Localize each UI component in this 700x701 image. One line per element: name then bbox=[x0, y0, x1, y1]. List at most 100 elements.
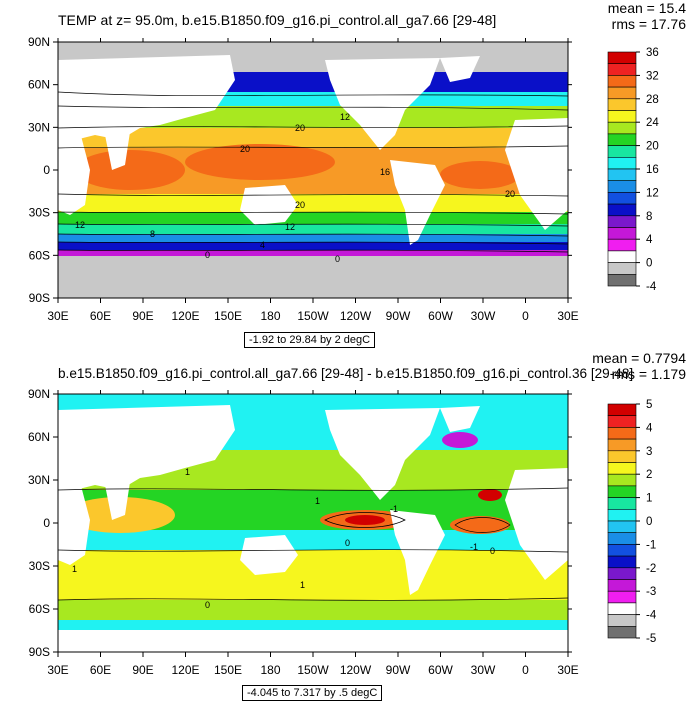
y-tick-label: 0 bbox=[43, 516, 50, 530]
colorbar-label: 28 bbox=[646, 94, 659, 106]
x-tick-label: 120E bbox=[171, 309, 199, 323]
panel2-rms: rms = 1.179 bbox=[611, 366, 686, 382]
colorbar-swatch bbox=[607, 579, 637, 592]
band-south-cold bbox=[58, 242, 568, 250]
x-tick-label: 120W bbox=[340, 663, 372, 677]
band-subtrop-n bbox=[58, 128, 568, 148]
colorbar-label: -3 bbox=[646, 586, 656, 598]
colorbar-swatch bbox=[607, 590, 637, 604]
eurasia bbox=[58, 405, 235, 490]
contour-label: 4 bbox=[260, 240, 265, 250]
x-tick-label: 30W bbox=[471, 663, 496, 677]
colorbar-swatch bbox=[607, 473, 637, 487]
x-tick-label: 90E bbox=[132, 309, 153, 323]
diff-atlantic-core bbox=[478, 489, 502, 501]
antarctica bbox=[58, 630, 568, 652]
x-tick-label: 30E bbox=[47, 309, 68, 323]
colorbar-swatch bbox=[607, 497, 637, 510]
colorbar-swatch bbox=[607, 555, 637, 569]
colorbar-swatch bbox=[607, 602, 637, 615]
x-tick-label: 180 bbox=[260, 309, 280, 323]
x-tick-label: 90W bbox=[386, 309, 411, 323]
panel2-title: b.e15.B1850.f09_g16.pi_control.all_ga7.6… bbox=[58, 366, 634, 381]
pacific-warm-pool bbox=[185, 144, 335, 180]
indian-warm-pool bbox=[75, 150, 185, 190]
colorbar-swatch bbox=[607, 273, 637, 287]
panel1-range-label: -1.92 to 29.84 by 2 degC bbox=[244, 332, 376, 348]
diff-band-southern bbox=[58, 600, 568, 620]
north-america bbox=[325, 408, 440, 500]
colorbar-swatch bbox=[607, 544, 637, 557]
panel1-contour-labels: 20 12 20 20 16 20 12 8 12 4 0 0 bbox=[75, 112, 515, 264]
y-tick-label: 60S bbox=[29, 248, 50, 262]
contour-label: 20 bbox=[295, 200, 305, 210]
atlantic-warm-pool bbox=[440, 161, 520, 189]
colorbar-swatch bbox=[607, 180, 637, 193]
x-tick-label: 60E bbox=[90, 663, 111, 677]
panel2-mean: mean = 0.7794 bbox=[592, 350, 686, 366]
x-tick-label: 120W bbox=[340, 309, 372, 323]
panel1-field: 20 12 20 20 16 20 12 8 12 4 0 0 bbox=[58, 42, 568, 298]
x-tick-label: 60E bbox=[90, 309, 111, 323]
x-tick-label: 30E bbox=[557, 309, 578, 323]
colorbar-swatch bbox=[607, 203, 637, 217]
colorbar-swatch bbox=[607, 215, 637, 228]
x-tick-label: 0 bbox=[522, 309, 529, 323]
colorbar-swatch bbox=[607, 462, 637, 475]
contour-label: 1 bbox=[72, 564, 77, 574]
x-tick-label: 60W bbox=[428, 309, 453, 323]
colorbar-swatch bbox=[607, 86, 637, 100]
africa-east bbox=[58, 128, 90, 215]
antarctica bbox=[58, 256, 568, 298]
colorbar-label: 1 bbox=[646, 493, 652, 505]
colorbar-swatch bbox=[607, 250, 637, 263]
x-tick-label: 150E bbox=[214, 663, 242, 677]
contour-label: -1 bbox=[390, 504, 398, 514]
diff-band-south bbox=[58, 550, 568, 600]
contour-label: 20 bbox=[295, 123, 305, 133]
y-tick-label: 60N bbox=[28, 430, 50, 444]
x-tick-label: 90E bbox=[132, 663, 153, 677]
x-tick-label: 90W bbox=[386, 663, 411, 677]
contour-label: 20 bbox=[240, 144, 250, 154]
panel2-colorbar: 5 4 3 2 1 0 -1 -2 -3 -4 -5 bbox=[607, 399, 657, 645]
colorbar-swatch bbox=[607, 438, 637, 452]
panel2-contours bbox=[58, 487, 568, 601]
colorbar-swatch bbox=[607, 614, 637, 627]
colorbar-swatch bbox=[607, 485, 637, 498]
panel2-field: 1 0 0 1 1 -1 0 -1 1 bbox=[58, 394, 568, 652]
colorbar-label: 4 bbox=[646, 422, 653, 434]
x-tick-label: 0 bbox=[522, 663, 529, 677]
contour-label: 1 bbox=[185, 467, 190, 477]
contour-label: 20 bbox=[505, 189, 515, 199]
colorbar-swatch bbox=[607, 133, 637, 146]
colorbar-swatch bbox=[607, 625, 637, 639]
x-tick-label: 30W bbox=[471, 309, 496, 323]
colorbar-swatch bbox=[607, 63, 637, 76]
panel1-rms: rms = 17.76 bbox=[611, 16, 686, 32]
colorbar-label: 8 bbox=[646, 211, 652, 223]
india bbox=[105, 132, 130, 170]
y-tick-label: 60N bbox=[28, 78, 50, 92]
diff-pacific-core bbox=[345, 515, 385, 525]
colorbar-label: 16 bbox=[646, 164, 659, 176]
colorbar-swatch bbox=[607, 145, 637, 158]
contour-label: 12 bbox=[285, 222, 295, 232]
contour-label: 1 bbox=[300, 580, 305, 590]
panel2-axes: 30E 60E 90E 120E 150E 180 150W 120W 90W 60W 30W 0 30… bbox=[28, 387, 579, 677]
colorbar-swatch bbox=[607, 110, 637, 123]
y-tick-label: 30S bbox=[29, 559, 50, 573]
contour-label: 0 bbox=[490, 546, 495, 556]
colorbar-label: 32 bbox=[646, 70, 659, 82]
panel1-contours bbox=[58, 91, 568, 253]
colorbar-label: 2 bbox=[646, 469, 652, 481]
y-tick-label: 90S bbox=[29, 291, 50, 305]
x-tick-label: 150E bbox=[214, 309, 242, 323]
colorbar-label: -2 bbox=[646, 563, 656, 575]
contour-label: 0 bbox=[205, 600, 210, 610]
contour-label: 0 bbox=[205, 250, 210, 260]
y-tick-label: 90N bbox=[28, 35, 50, 49]
y-tick-label: 60S bbox=[29, 602, 50, 616]
band-south-mid bbox=[58, 224, 568, 234]
north-america bbox=[325, 58, 440, 150]
